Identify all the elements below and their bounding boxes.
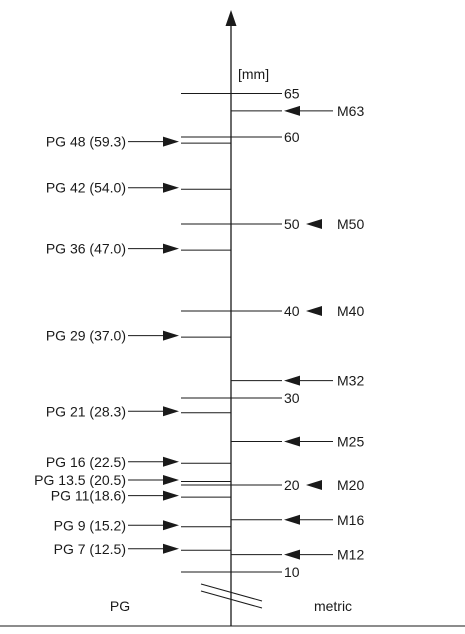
scale-tick-label: 30 [284, 390, 300, 406]
scale-ticks: 65 60 50 40 30 20 10 [181, 86, 300, 580]
pg-arrow-head [163, 490, 179, 501]
metric-thread-label: M63 [337, 103, 364, 119]
pg-thread-label: PG 29 (37.0) [46, 328, 126, 344]
pg-thread-label: PG 11(18.6) [51, 488, 126, 504]
metric-thread-label: M32 [337, 373, 364, 389]
pg-thread-label: PG 42 (54.0) [46, 180, 126, 196]
pg-arrow-head [163, 243, 179, 254]
pg-thread-markers: PG 48 (59.3) PG 42 (54.0) PG 36 (47.0) PG 2… [34, 134, 231, 557]
pg-arrow-head [163, 520, 179, 531]
metric-thread-label: M16 [337, 512, 364, 528]
metric-arrow-head [306, 219, 322, 229]
metric-arrow-head [306, 480, 322, 490]
scale-tick-label: 10 [284, 564, 300, 580]
metric-arrow-head [306, 306, 322, 316]
metric-arrow-head [284, 105, 300, 116]
unit-label: [mm] [238, 66, 269, 82]
pg-thread-label: PG 36 (47.0) [46, 241, 126, 257]
pg-arrow-head [163, 136, 179, 147]
axis-break-mark [200, 590, 263, 609]
pg-arrow-head [163, 182, 179, 193]
metric-thread-label: M50 [337, 216, 364, 232]
scale-tick-label: 65 [284, 86, 300, 102]
footer-label-metric: metric [314, 598, 352, 614]
metric-arrow-head [284, 514, 300, 525]
metric-thread-label: M25 [337, 434, 364, 450]
pg-thread-label: PG 7 (12.5) [54, 541, 126, 557]
pg-arrow-head [163, 330, 179, 341]
pg-arrow-head [163, 543, 179, 554]
footer-label-pg: PG [110, 598, 130, 614]
metric-arrow-head [284, 436, 300, 447]
scale-tick-label: 20 [284, 477, 300, 493]
metric-arrow-head [284, 549, 300, 560]
metric-thread-label: M12 [337, 547, 364, 563]
scale-tick-label: 40 [284, 303, 300, 319]
pg-thread-label: PG 16 (22.5) [46, 454, 126, 470]
pg-arrow-head [163, 475, 179, 486]
metric-thread-label: M20 [337, 477, 364, 493]
axis-arrowhead [225, 10, 237, 26]
pg-arrow-head [163, 456, 179, 467]
scale-tick-label: 60 [284, 129, 300, 145]
pg-thread-label: PG 21 (28.3) [46, 403, 126, 419]
pg-arrow-head [163, 406, 179, 417]
pg-thread-label: PG 9 (15.2) [54, 517, 126, 533]
axis-break-mark [200, 583, 263, 602]
pg-thread-label: PG 48 (59.3) [46, 134, 126, 150]
metric-arrow-head [284, 375, 300, 386]
pg-thread-label: PG 13.5 (20.5) [34, 472, 126, 488]
metric-thread-label: M40 [337, 303, 364, 319]
scale-tick-label: 50 [284, 216, 300, 232]
metric-thread-markers: M63 M50 M40 M32 M25 M20 M16 M12 [231, 103, 364, 563]
